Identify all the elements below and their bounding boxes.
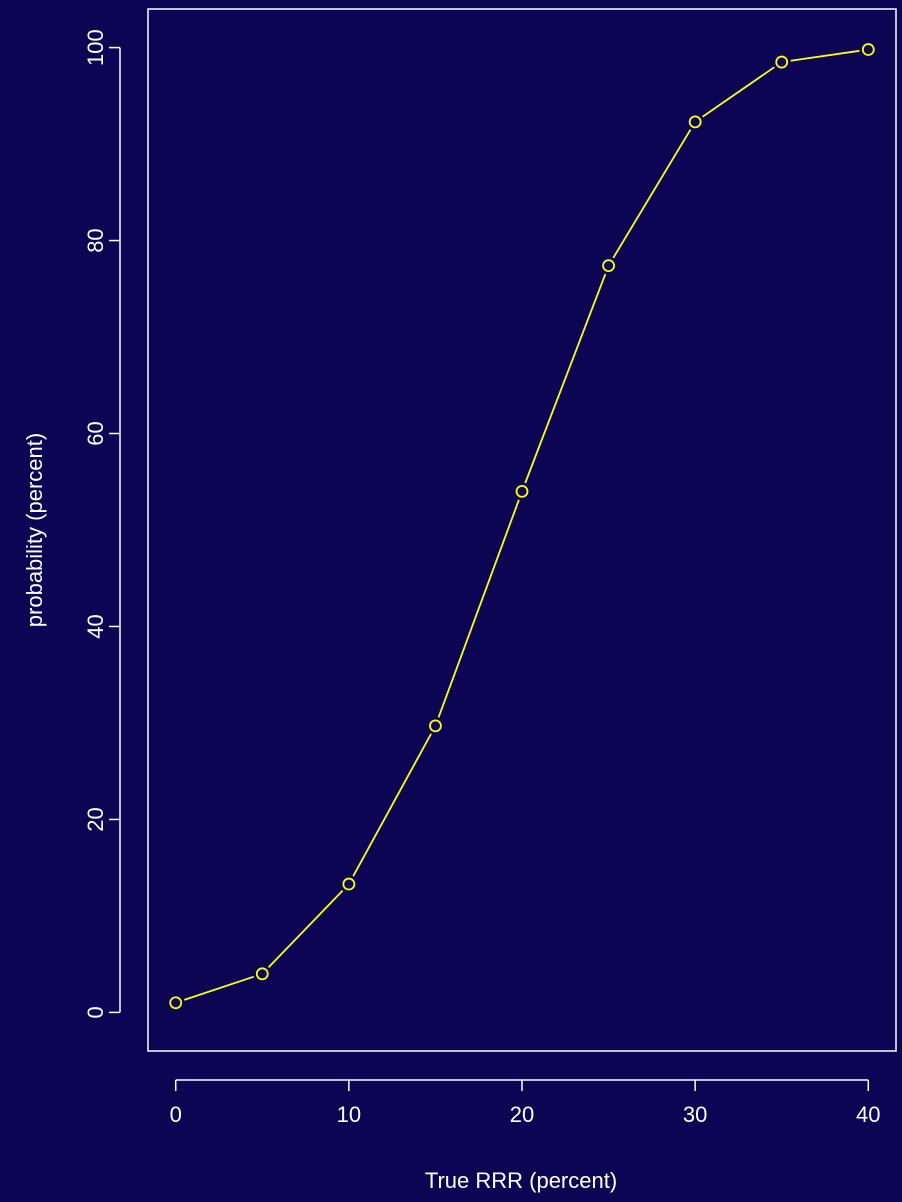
x-tick-label: 10 [337,1102,361,1127]
series-line-segment [437,499,520,718]
series-line-segment [524,273,607,484]
x-tick-label: 0 [170,1102,182,1127]
y-tick-label: 80 [83,228,108,252]
x-tick-label: 40 [856,1102,880,1127]
data-point [861,43,875,56]
data-point [342,877,356,891]
y-axis-label: probability (percent) [22,433,47,627]
data-point [688,115,702,129]
data-point [515,485,529,498]
series-line-segment [790,49,860,62]
y-tick-label: 60 [83,421,108,445]
y-axis: 0 20 40 60 80 100 [83,29,121,1019]
plot-frame [147,8,897,1052]
y-tick-label: 40 [83,614,108,638]
y-tick-label: 100 [83,29,108,66]
series-line-segment [183,975,255,1001]
x-tick-label: 30 [683,1102,707,1127]
series-line-segment [352,733,432,877]
series-line-segment [612,129,692,259]
series-layer [169,43,875,1010]
x-axis-label: True RRR (percent) [425,1168,617,1193]
y-tick-label: 20 [83,807,108,831]
data-point [429,719,442,733]
data-point [775,55,789,69]
data-point [255,967,269,981]
series-line-segment [267,889,344,968]
series-line-segment [702,66,775,118]
x-tick-label: 20 [510,1102,534,1127]
x-axis: 0 10 20 30 40 [170,1079,881,1127]
data-point [602,259,615,273]
data-point [169,996,183,1010]
y-tick-label: 0 [83,1006,108,1018]
